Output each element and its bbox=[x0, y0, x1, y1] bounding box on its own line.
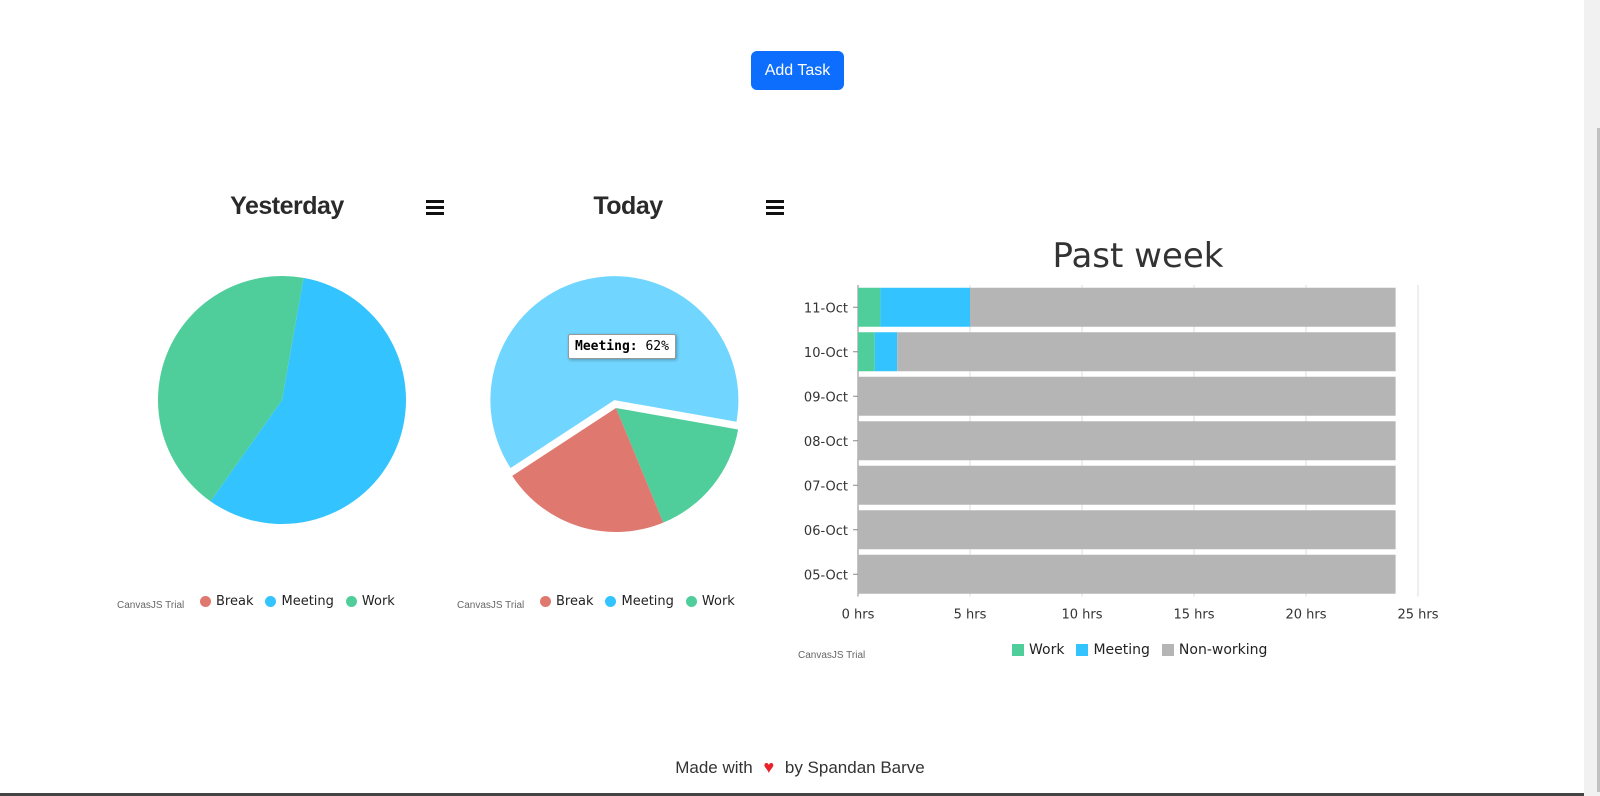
bar-meeting-10-Oct[interactable] bbox=[874, 332, 898, 372]
bar-meeting-11-Oct[interactable] bbox=[880, 287, 970, 327]
x-tick-label: 20 hrs bbox=[1285, 608, 1326, 623]
bar-non-working-06-Oct[interactable] bbox=[858, 510, 1396, 550]
y-tick-label: 09-Oct bbox=[804, 390, 848, 405]
past-week-bar-chart[interactable]: 0 hrs 5 hrs 10 hrs 15 hrs 20 hrs 25 hrs 11-Oct… bbox=[780, 280, 1480, 630]
yesterday-pie-chart[interactable] bbox=[150, 270, 430, 550]
bar-non-working-05-Oct[interactable] bbox=[858, 554, 1396, 594]
legend-item-work[interactable]: Work bbox=[1012, 642, 1064, 658]
y-tick-label: 10-Oct bbox=[804, 346, 848, 361]
footer-prefix: Made with bbox=[675, 758, 753, 777]
x-tick-label: 10 hrs bbox=[1061, 608, 1102, 623]
legend-label: Non-working bbox=[1178, 642, 1268, 658]
legend-item-work[interactable]: Work bbox=[345, 594, 395, 609]
pie-tooltip: Meeting: 62% bbox=[568, 334, 676, 359]
bar-non-working-08-Oct[interactable] bbox=[858, 421, 1396, 461]
legend-label: Break bbox=[216, 594, 254, 609]
y-tick-label: 08-Oct bbox=[804, 435, 848, 450]
legend-label: Work bbox=[361, 594, 395, 609]
pie-slice-break[interactable] bbox=[512, 408, 664, 532]
bar-work-10-Oct[interactable] bbox=[858, 332, 875, 372]
break-color-dot bbox=[540, 596, 551, 607]
legend-label: Meeting bbox=[281, 594, 334, 609]
legend-item-nonworking[interactable]: Non-working bbox=[1161, 642, 1268, 658]
work-color-dot bbox=[345, 596, 357, 607]
footer-author: by Spandan Barve bbox=[784, 758, 925, 777]
today-legend: Break Meeting Work bbox=[540, 594, 735, 609]
legend-item-break[interactable]: Break bbox=[200, 594, 253, 609]
bar-non-working-10-Oct[interactable] bbox=[897, 332, 1396, 372]
x-tick-label: 15 hrs bbox=[1173, 608, 1214, 623]
bar-non-working-11-Oct[interactable] bbox=[970, 287, 1396, 327]
bottom-border bbox=[0, 793, 1584, 796]
bar-non-working-09-Oct[interactable] bbox=[858, 376, 1396, 416]
meeting-color-square bbox=[1076, 644, 1089, 656]
yesterday-legend: Break Meeting Work bbox=[200, 594, 395, 609]
legend-item-break[interactable]: Break bbox=[540, 594, 593, 609]
legend-item-meeting[interactable]: Meeting bbox=[1076, 642, 1150, 658]
add-task-button[interactable]: Add Task bbox=[751, 51, 844, 90]
y-tick-label: 05-Oct bbox=[804, 568, 848, 583]
y-tick-label: 06-Oct bbox=[804, 524, 848, 539]
past-week-chart-title: Past week bbox=[1052, 236, 1224, 276]
pie-slice-meeting[interactable] bbox=[490, 276, 739, 469]
y-tick-label: 07-Oct bbox=[804, 479, 848, 494]
scrollbar-thumb[interactable] bbox=[1597, 128, 1600, 792]
legend-label: Work bbox=[701, 594, 735, 609]
y-tick-label: 11-Oct bbox=[804, 301, 848, 316]
legend-label: Break bbox=[556, 594, 594, 609]
break-color-dot bbox=[200, 596, 211, 607]
heart-icon: ♥ bbox=[763, 757, 775, 777]
today-trial-watermark: CanvasJS Trial bbox=[457, 600, 525, 611]
past-week-legend: Work Meeting Non-working bbox=[1012, 642, 1267, 658]
bar-work-11-Oct[interactable] bbox=[858, 287, 881, 327]
week-trial-watermark: CanvasJS Trial bbox=[798, 650, 866, 661]
meeting-color-dot bbox=[265, 596, 277, 607]
scrollbar-track[interactable] bbox=[1584, 0, 1600, 796]
legend-item-meeting[interactable]: Meeting bbox=[605, 594, 674, 609]
legend-label: Meeting bbox=[1093, 642, 1150, 658]
x-tick-label: 0 hrs bbox=[842, 608, 875, 623]
pie-slice-work[interactable] bbox=[157, 276, 304, 502]
yesterday-menu-icon[interactable] bbox=[426, 199, 444, 215]
yesterday-trial-watermark: CanvasJS Trial bbox=[117, 600, 185, 611]
bar-non-working-07-Oct[interactable] bbox=[858, 465, 1396, 505]
legend-label: Work bbox=[1029, 642, 1065, 658]
legend-label: Meeting bbox=[621, 594, 674, 609]
today-pie-chart[interactable] bbox=[490, 260, 770, 550]
today-menu-icon[interactable] bbox=[766, 199, 784, 215]
x-tick-label: 25 hrs bbox=[1397, 608, 1438, 623]
today-chart-title: Today bbox=[593, 192, 663, 220]
work-color-dot bbox=[685, 596, 697, 607]
yesterday-chart-title: Yesterday bbox=[230, 192, 344, 220]
legend-item-meeting[interactable]: Meeting bbox=[265, 594, 334, 609]
footer: Made with ♥ by Spandan Barve bbox=[0, 757, 1600, 778]
meeting-color-dot bbox=[605, 596, 617, 607]
legend-item-work[interactable]: Work bbox=[685, 594, 735, 609]
pie-slice-work[interactable] bbox=[616, 408, 739, 523]
nonworking-color-square bbox=[1161, 644, 1174, 656]
pie-slice-meeting[interactable] bbox=[210, 277, 406, 524]
work-color-square bbox=[1012, 644, 1024, 656]
x-tick-label: 5 hrs bbox=[954, 608, 987, 623]
